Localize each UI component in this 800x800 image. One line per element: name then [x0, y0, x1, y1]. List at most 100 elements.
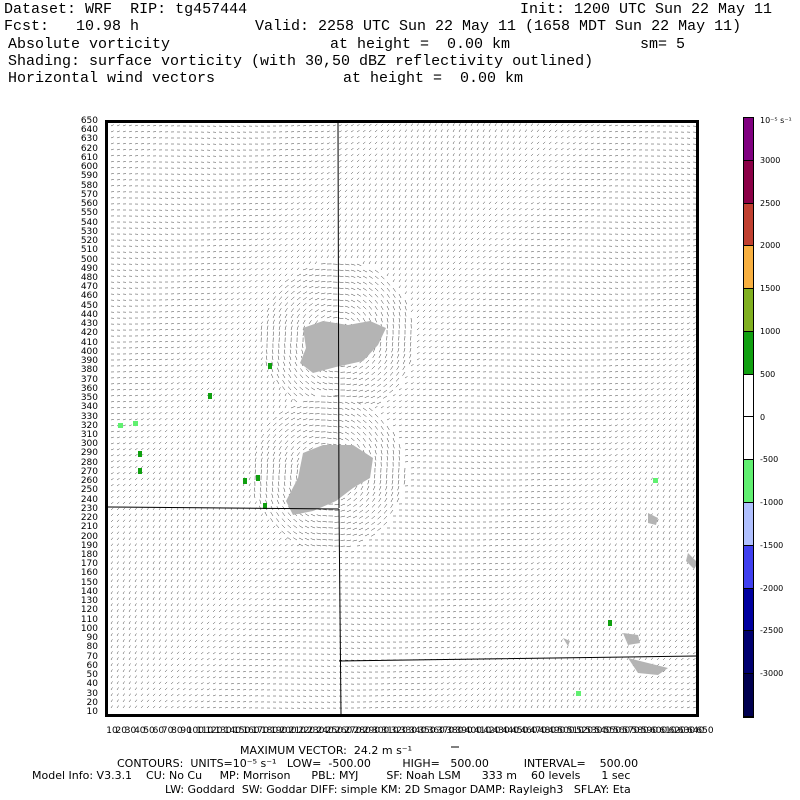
wind-vector-field — [110, 123, 696, 709]
x-tick-label: 300 — [372, 726, 390, 736]
reflectivity-area — [286, 445, 373, 515]
max-vector-label: MAXIMUM VECTOR: 24.2 m s⁻¹ — [240, 744, 413, 757]
shading-description: Shading: surface vorticity (with 30,50 d… — [8, 53, 594, 70]
x-tick-label: 390 — [455, 726, 473, 736]
colorbar-label: 1000 — [760, 326, 781, 336]
x-tick-label: 340 — [409, 726, 427, 736]
x-tick-label: 560 — [613, 726, 631, 736]
x-tick-label: 240 — [316, 726, 334, 736]
colorbar-label: 2000 — [760, 241, 781, 251]
positive-vorticity — [138, 451, 142, 457]
colorbar-segment — [744, 417, 753, 461]
y-tick-label: 500 — [80, 254, 98, 265]
colorbar-label: 500 — [760, 369, 776, 379]
x-tick-label: 450 — [511, 726, 529, 736]
y-tick-label: 330 — [80, 411, 98, 422]
x-tick-label: 540 — [594, 726, 612, 736]
map-canvas — [108, 123, 696, 714]
y-tick-label: 80 — [86, 642, 98, 653]
y-tick-label: 400 — [80, 346, 98, 357]
y-tick-label: 580 — [80, 180, 98, 191]
y-tick-label: 530 — [80, 226, 98, 237]
x-tick-label: 10 — [106, 726, 118, 736]
x-tick-label: 70 — [161, 726, 174, 736]
colorbar-label: 1500 — [760, 284, 781, 294]
positive-vorticity — [608, 620, 612, 626]
y-tick-label: 590 — [80, 171, 98, 182]
y-tick-label: 250 — [80, 485, 98, 496]
x-tick-label: 510 — [566, 726, 584, 736]
x-tick-label: 180 — [260, 726, 279, 736]
x-tick-label: 270 — [344, 726, 362, 736]
x-tick-label: 200 — [279, 726, 297, 736]
y-tick-label: 540 — [80, 217, 98, 228]
colorbar-segment — [744, 374, 753, 418]
y-tick-label: 410 — [80, 337, 98, 348]
negative-vorticity — [133, 421, 138, 426]
colorbar-label: -2500 — [760, 626, 784, 636]
colorbar-label: 2500 — [760, 198, 781, 208]
y-tick-label: 60 — [86, 660, 98, 671]
x-tick-label: 350 — [418, 726, 436, 736]
x-tick-label: 590 — [640, 726, 658, 736]
y-tick-label: 90 — [86, 633, 98, 644]
colorbar-segment — [744, 331, 753, 375]
model-info: Model Info: V3.3.1 CU: No Cu MP: Morriso… — [32, 769, 631, 782]
dataset-line: Dataset: WRF RIP: tg457444 — [4, 1, 248, 18]
y-tick-label: 470 — [80, 282, 98, 293]
y-tick-label: 120 — [80, 605, 98, 616]
x-tick-label: 460 — [520, 726, 538, 736]
y-tick-label: 130 — [80, 596, 98, 607]
y-tick-label: 510 — [80, 245, 98, 256]
positive-vorticity — [263, 503, 267, 509]
x-tick-label: 640 — [687, 726, 705, 736]
y-tick-label: 370 — [80, 374, 98, 385]
x-tick-label: 260 — [335, 726, 353, 736]
negative-vorticity — [576, 691, 581, 696]
colorbar-segment — [744, 588, 753, 632]
x-tick-label: 380 — [446, 726, 464, 736]
reflectivity-area — [623, 633, 640, 645]
field-name: Absolute vorticity — [8, 36, 171, 53]
colorbar-segment — [744, 674, 753, 717]
x-tick-label: 530 — [585, 726, 603, 736]
x-tick-label: 250 — [325, 726, 343, 736]
x-tick-label: 100 — [186, 726, 204, 736]
colorbar-segment — [744, 545, 753, 589]
x-tick-label: 20 — [115, 726, 127, 736]
y-tick-label: 310 — [80, 429, 98, 440]
smoothing: sm= 5 — [640, 36, 686, 53]
y-tick-label: 430 — [80, 319, 98, 330]
x-tick-label: 220 — [297, 726, 316, 736]
x-tick-label: 550 — [603, 726, 621, 736]
y-tick-label: 360 — [80, 383, 98, 394]
y-tick-label: 520 — [80, 236, 98, 247]
x-tick-label: 30 — [124, 726, 137, 736]
x-tick-label: 320 — [390, 726, 408, 736]
model-info-physics: LW: Goddard SW: Goddar DIFF: simple KM: … — [165, 783, 631, 796]
vector-height: at height = 0.00 km — [343, 70, 524, 87]
init-time: Init: 1200 UTC Sun 22 May 11 — [520, 1, 773, 18]
y-tick-label: 150 — [80, 577, 98, 588]
y-tick-label: 200 — [80, 531, 98, 542]
y-tick-label: 160 — [80, 568, 98, 579]
y-tick-label: 390 — [80, 356, 98, 367]
positive-vorticity — [208, 393, 212, 399]
y-tick-label: 20 — [86, 697, 98, 708]
colorbar-segment — [744, 203, 753, 247]
y-tick-label: 260 — [80, 476, 98, 487]
negative-vorticity — [118, 423, 123, 428]
colorbar-segment — [744, 289, 753, 332]
colorbar-label: -500 — [760, 455, 779, 465]
colorbar-label: -1000 — [760, 498, 784, 508]
reflectivity-area — [628, 658, 668, 675]
x-tick-label: 500 — [557, 726, 575, 736]
x-tick-label: 210 — [288, 726, 306, 736]
y-tick-label: 320 — [80, 420, 98, 431]
x-tick-label: 610 — [659, 726, 677, 736]
y-tick-label: 170 — [80, 559, 98, 570]
forecast-hour: Fcst: 10.98 h — [4, 18, 140, 35]
colorbar-unit: 10⁻⁵ s⁻¹ — [760, 116, 792, 125]
colorbar-label: -1500 — [760, 540, 784, 550]
y-tick-label: 100 — [80, 623, 98, 634]
